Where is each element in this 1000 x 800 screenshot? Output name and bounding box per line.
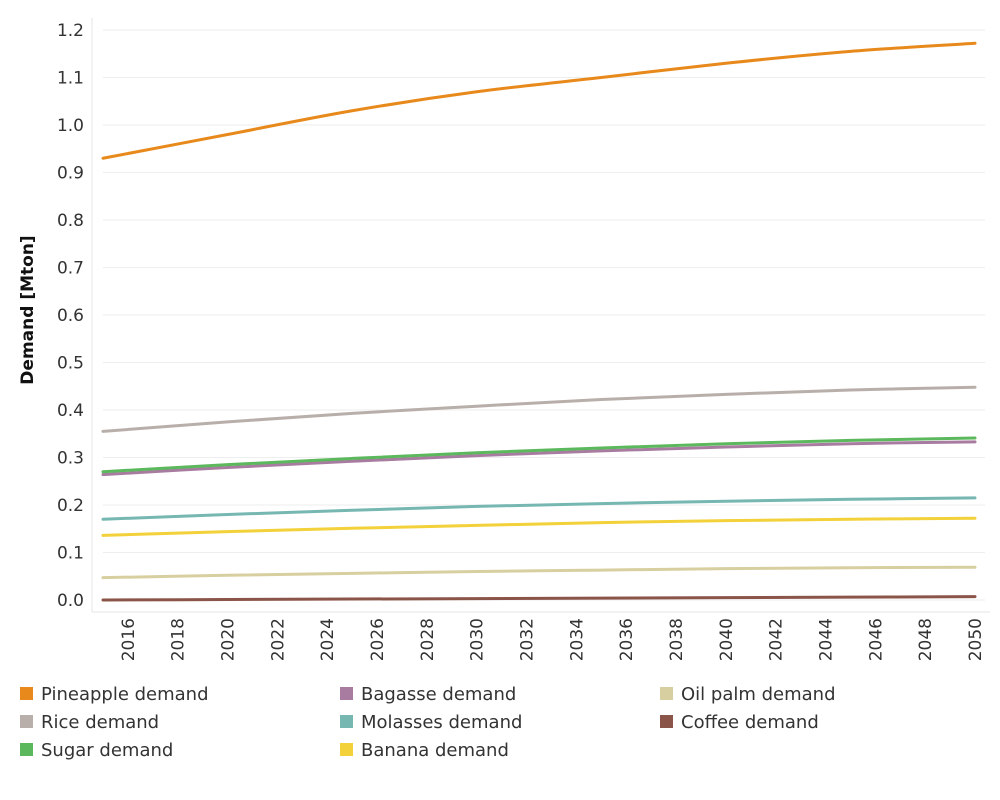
legend-label: Sugar demand [41, 740, 173, 761]
legend-item: Coffee demand [660, 712, 819, 733]
series-line-pineapple-demand [101, 41, 977, 160]
y-tick-label: 1.0 [57, 116, 84, 136]
legend: Pineapple demand Bagasse demand Oil palm d… [20, 684, 836, 761]
legend-swatch [660, 715, 673, 728]
legend-label: Bagasse demand [361, 684, 516, 705]
series-line-coffee-demand [101, 595, 977, 602]
legend-swatch [20, 743, 33, 756]
x-tick-label: 2028 [418, 618, 438, 661]
y-tick-label: 0.5 [57, 354, 84, 374]
y-tick-label: 0.0 [57, 591, 84, 611]
legend-item: Pineapple demand [20, 684, 209, 705]
x-tick-labels: 2016 2018 2020 2022 2024 2026 2028 2030 2032 2034… [119, 618, 986, 661]
y-tick-label: 1.1 [57, 69, 84, 89]
x-tick-label: 2016 [119, 618, 139, 661]
legend-label: Molasses demand [361, 712, 522, 733]
x-tick-label: 2050 [966, 618, 986, 661]
legend-item: Banana demand [340, 740, 509, 761]
legend-label: Rice demand [41, 712, 159, 733]
y-tick-label: 0.8 [57, 211, 84, 231]
x-tick-label: 2038 [667, 618, 687, 661]
x-tick-label: 2034 [567, 618, 587, 661]
legend-item: Bagasse demand [340, 684, 516, 705]
y-tick-label: 0.4 [57, 401, 84, 421]
series-lines [101, 41, 977, 602]
legend-label: Banana demand [361, 740, 509, 761]
series-line-rice-demand [101, 385, 977, 433]
x-tick-label: 2040 [717, 618, 737, 661]
legend-swatch [340, 715, 353, 728]
legend-item: Oil palm demand [660, 684, 836, 705]
x-tick-label: 2024 [318, 618, 338, 661]
y-tick-label: 1.2 [57, 21, 84, 41]
legend-label: Oil palm demand [681, 684, 836, 705]
x-tick-label: 2048 [916, 618, 936, 661]
y-tick-label: 0.3 [57, 449, 84, 469]
x-tick-label: 2030 [468, 618, 488, 661]
x-tick-label: 2026 [368, 618, 388, 661]
legend-item: Rice demand [20, 712, 159, 733]
y-tick-label: 0.6 [57, 306, 84, 326]
x-tick-label: 2036 [617, 618, 637, 661]
series-line-sugar-demand [101, 436, 977, 474]
legend-item: Sugar demand [20, 740, 173, 761]
y-axis-label: Demand [Mton] [18, 235, 38, 384]
y-tick-label: 0.1 [57, 544, 84, 564]
series-line-molasses-demand [101, 496, 977, 521]
gridlines [103, 29, 985, 601]
legend-swatch [20, 715, 33, 728]
series-line-banana-demand [101, 516, 977, 537]
x-tick-label: 2032 [518, 618, 538, 661]
legend-label: Pineapple demand [41, 684, 209, 705]
y-tick-label: 0.2 [57, 496, 84, 516]
x-tick-label: 2046 [866, 618, 886, 661]
legend-swatch [660, 687, 673, 700]
x-tick-label: 2042 [767, 618, 787, 661]
legend-label: Coffee demand [681, 712, 819, 733]
legend-swatch [340, 743, 353, 756]
y-tick-labels: 0.0 0.1 0.2 0.3 0.4 0.5 0.6 0.7 0.8 0.9 1.0 1.1 1.2 [57, 21, 84, 611]
legend-swatch [340, 687, 353, 700]
y-tick-label: 0.9 [57, 164, 84, 184]
x-tick-label: 2044 [817, 618, 837, 661]
legend-item: Molasses demand [340, 712, 522, 733]
series-line-oil-palm-demand [101, 565, 977, 580]
x-tick-label: 2022 [268, 618, 288, 661]
axes [91, 18, 990, 613]
legend-swatch [20, 687, 33, 700]
series-line-bagasse-demand [101, 440, 977, 477]
x-tick-label: 2018 [169, 618, 189, 661]
x-tick-label: 2020 [219, 618, 239, 661]
y-tick-label: 0.7 [57, 259, 84, 279]
